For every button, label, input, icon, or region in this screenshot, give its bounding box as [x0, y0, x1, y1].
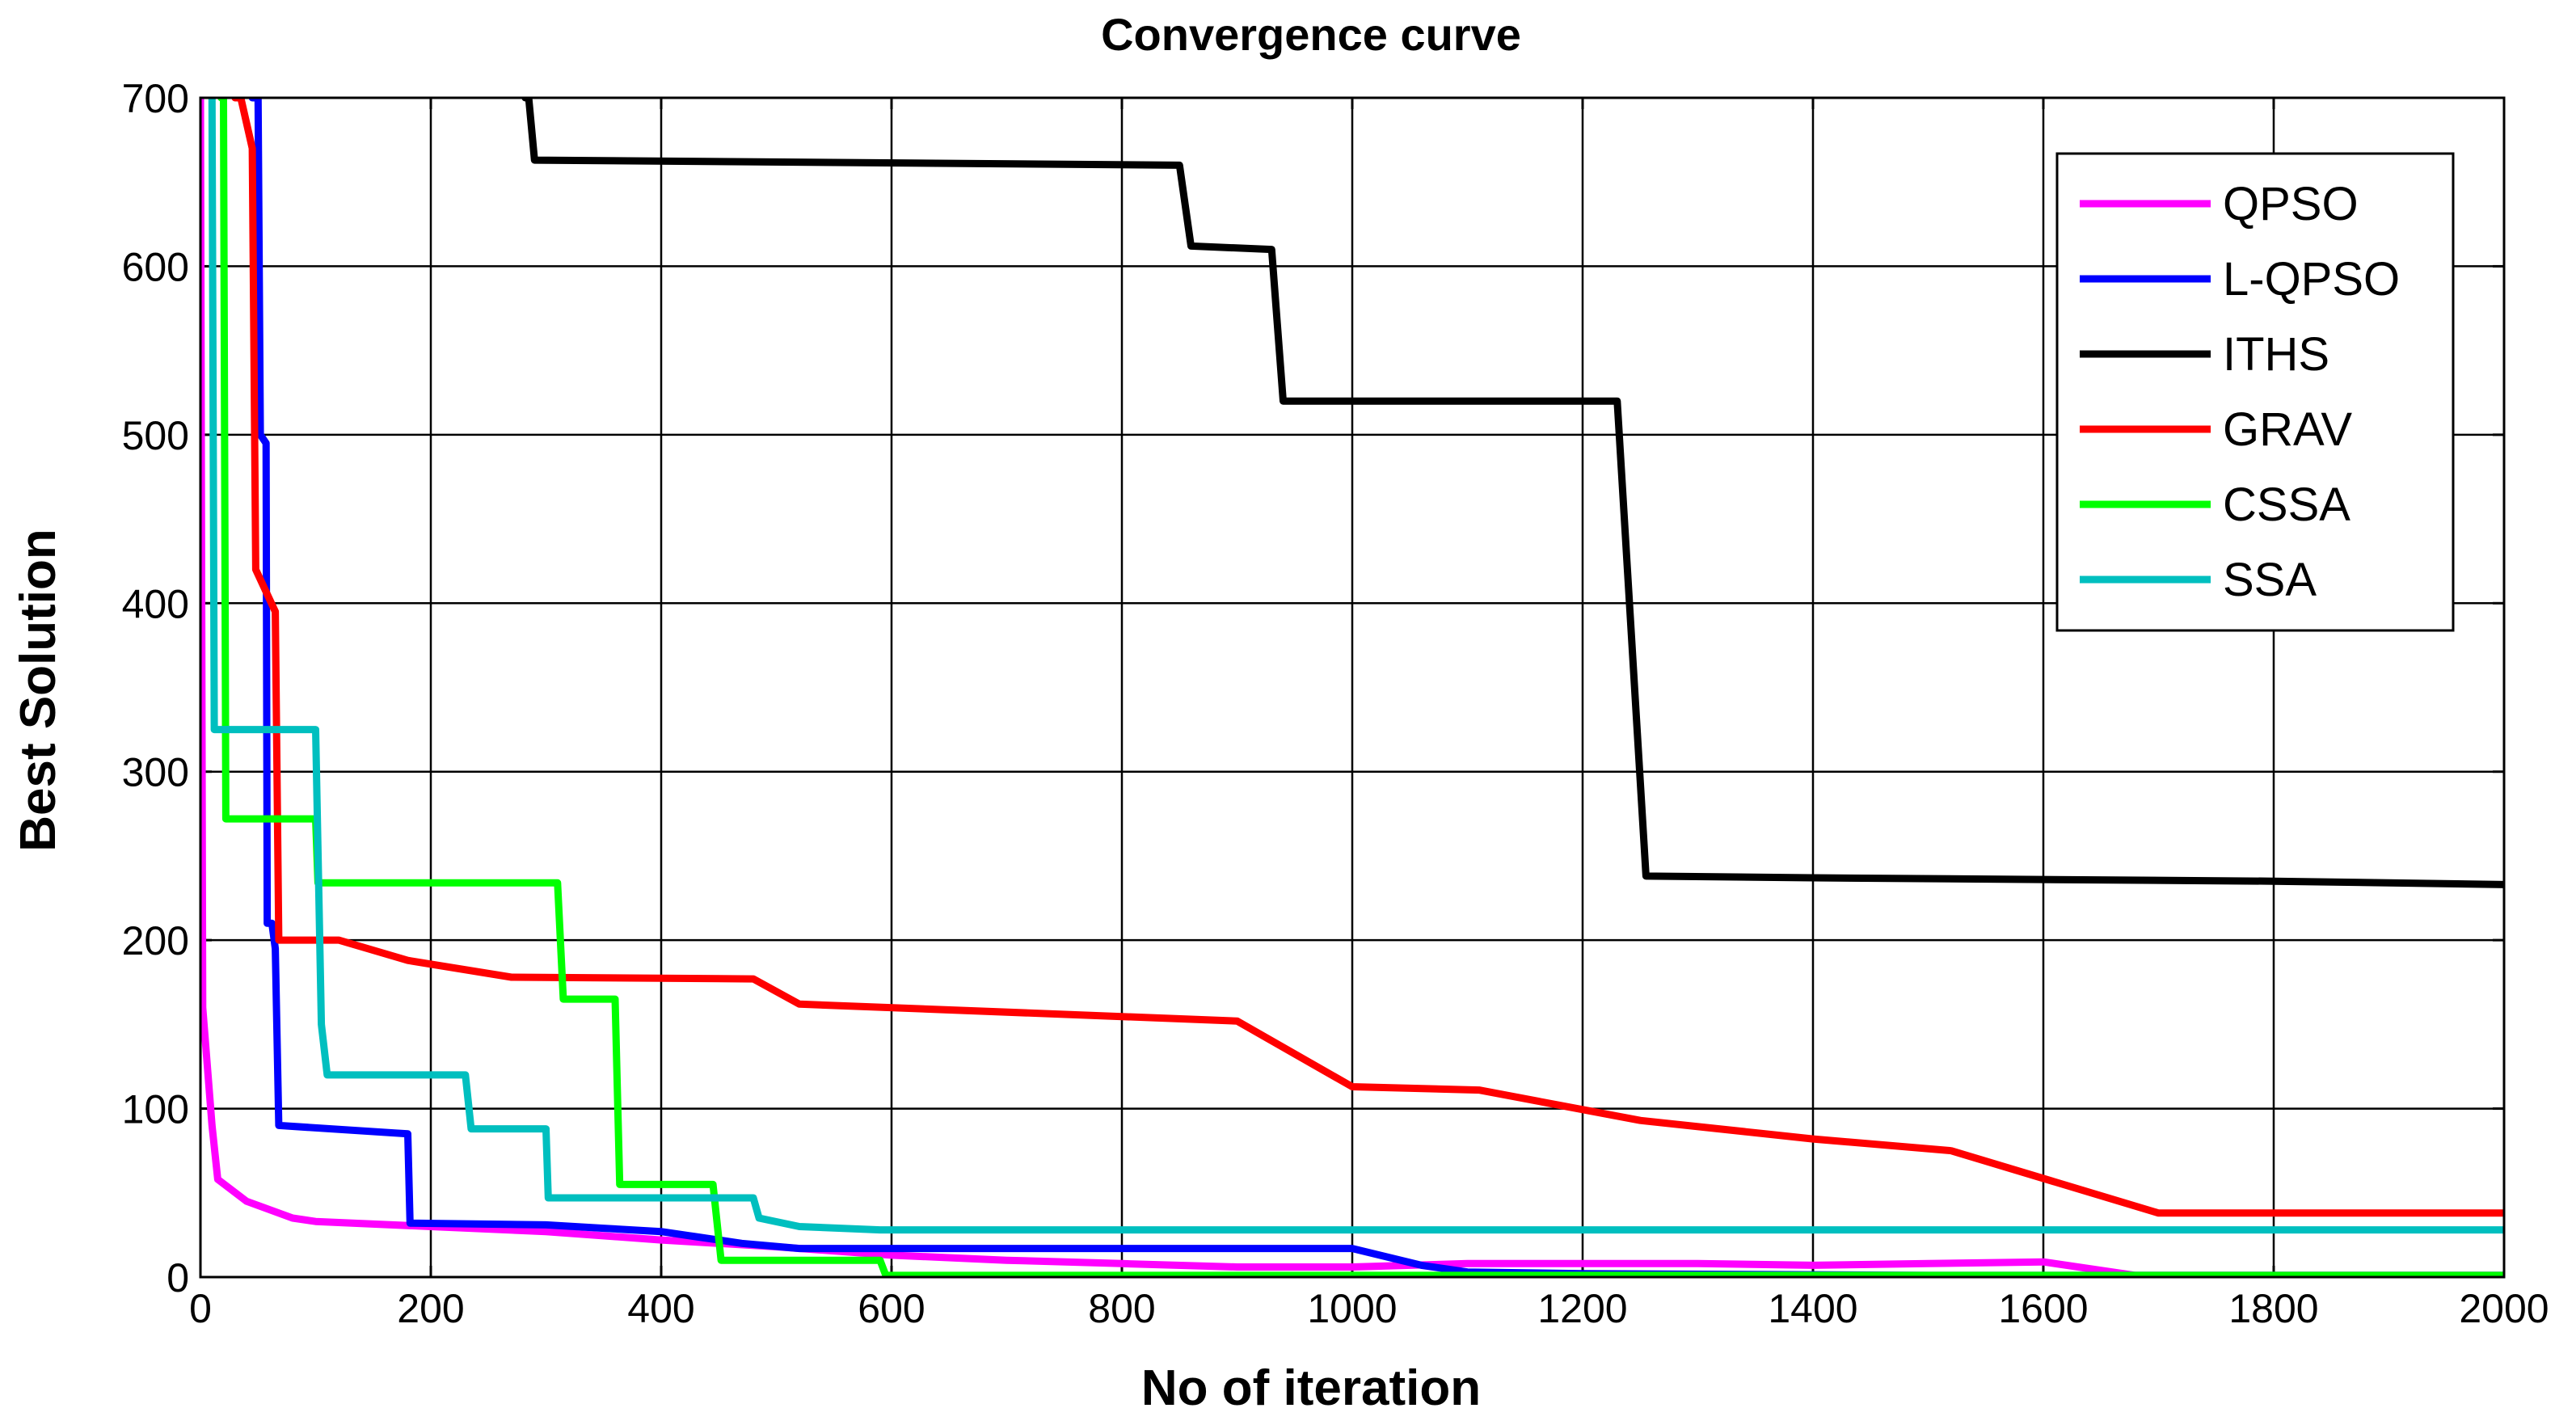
y-tick-label: 200 [122, 918, 189, 963]
legend-box [2055, 152, 2455, 632]
series-line-qpso [200, 98, 2504, 1277]
x-tick-label: 400 [627, 1286, 694, 1331]
x-tick-label: 800 [1088, 1286, 1155, 1331]
plot-frame [199, 96, 2506, 1279]
legend-label-ssa: SSA [2223, 554, 2317, 606]
axis-ticks: 0 200 400 600 800 1000 1200 1400 1600 1800 2000 0 10… [122, 76, 2549, 1331]
series-line-grav [231, 98, 2504, 1217]
x-tick-label: 0 [189, 1286, 212, 1331]
series-line-iths [521, 98, 2504, 888]
x-tick-label: 1400 [1768, 1286, 1857, 1331]
y-tick-label: 600 [122, 244, 189, 289]
x-tick-label: 1200 [1537, 1286, 1627, 1331]
x-axis-label: No of iteration [1141, 1360, 1481, 1416]
y-tick-label: 700 [122, 76, 189, 121]
legend-label-qpso: QPSO [2223, 178, 2359, 230]
y-tick-label: 500 [122, 413, 189, 458]
x-tick-label: 600 [858, 1286, 925, 1331]
y-axis-label: Best Solution [11, 529, 66, 852]
series-line-l-qpso [248, 98, 2504, 1277]
y-tick-label: 0 [167, 1255, 189, 1301]
legend-label-cssa: CSSA [2223, 479, 2350, 531]
series-line-ssa [208, 98, 2504, 1234]
y-tick-label: 300 [122, 750, 189, 795]
chart-title: Convergence curve [1101, 9, 1521, 60]
y-tick-label: 100 [122, 1087, 189, 1132]
x-tick-label: 1600 [1998, 1286, 2088, 1331]
series-lines [200, 98, 2504, 1277]
legend: QPSO L-QPSO ITHS GRAV CSSA SSA [2055, 152, 2455, 632]
x-tick-label: 1800 [2228, 1286, 2318, 1331]
legend-label-iths: ITHS [2223, 328, 2329, 381]
x-tick-label: 200 [397, 1286, 464, 1331]
legend-label-l-qpso: L-QPSO [2223, 253, 2400, 306]
series-line-cssa [217, 98, 2504, 1277]
y-tick-label: 400 [122, 581, 189, 626]
x-tick-label: 1000 [1307, 1286, 1397, 1331]
legend-label-grav: GRAV [2223, 403, 2352, 456]
x-tick-label: 2000 [2459, 1286, 2549, 1331]
